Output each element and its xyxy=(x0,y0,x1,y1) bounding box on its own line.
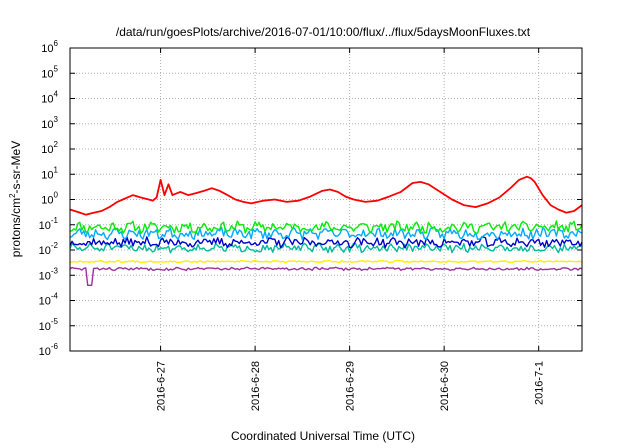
y-tick-base: 10 xyxy=(41,68,53,80)
y-tick-label: 103 xyxy=(41,115,58,131)
chart-title: /data/run/goesPlots/archive/2016-07-01/1… xyxy=(116,25,531,39)
grid-lines xyxy=(70,48,582,351)
y-tick-exponent: -5 xyxy=(51,317,59,326)
y-tick-base: 10 xyxy=(39,245,51,257)
y-axis-label-sup: 2 xyxy=(8,193,17,198)
y-tick-exponent: -6 xyxy=(51,342,59,351)
x-tick-label: 2016-7-1 xyxy=(534,361,546,405)
x-tick-label: 2016-6-28 xyxy=(250,361,262,411)
y-tick-label: 102 xyxy=(41,140,58,156)
y-tick-exponent: 0 xyxy=(54,191,59,200)
y-tick-exponent: 4 xyxy=(54,90,59,99)
y-tick-label: 101 xyxy=(41,165,58,181)
y-tick-exponent: 3 xyxy=(54,115,59,124)
y-tick-exponent: 2 xyxy=(54,140,59,149)
series-line-6 xyxy=(69,266,583,286)
y-tick-base: 10 xyxy=(39,220,51,232)
series-line-4 xyxy=(69,242,583,254)
y-axis-ticks: 10-610-510-410-310-210-11001011021031041… xyxy=(39,39,582,358)
series-line-3 xyxy=(69,236,583,249)
x-tick-label: 2016-6-29 xyxy=(345,361,357,411)
x-tick-label: 2016-6-30 xyxy=(439,361,451,411)
y-tick-label: 105 xyxy=(41,64,58,80)
y-tick-label: 100 xyxy=(41,191,58,207)
x-axis-ticks: 2016-6-27 2016-6-28 2016-6-29 2016-6-30 2016… xyxy=(156,48,546,411)
x-axis-label: Coordinated Universal Time (UTC) xyxy=(231,429,415,443)
series-line-1 xyxy=(69,220,583,234)
y-tick-exponent: 5 xyxy=(54,64,59,73)
y-tick-exponent: -1 xyxy=(51,216,59,225)
y-tick-base: 10 xyxy=(39,296,51,308)
y-tick-base: 10 xyxy=(41,43,53,55)
y-tick-base: 10 xyxy=(39,346,51,358)
series-line-2 xyxy=(69,226,583,241)
y-axis-label: protons/cm2-s-sr-MeV xyxy=(8,141,23,257)
y-tick-label: 10-5 xyxy=(39,317,59,333)
y-tick-exponent: 6 xyxy=(54,39,59,48)
y-tick-base: 10 xyxy=(41,119,53,131)
y-tick-label: 10-3 xyxy=(39,266,59,282)
y-tick-exponent: 1 xyxy=(54,165,59,174)
y-tick-base: 10 xyxy=(41,169,53,181)
y-tick-exponent: -2 xyxy=(51,241,59,250)
x-tick-label: 2016-6-27 xyxy=(156,361,168,411)
y-axis-label-suffix: -s-sr-MeV xyxy=(9,141,23,194)
y-tick-exponent: -3 xyxy=(51,266,59,275)
y-tick-base: 10 xyxy=(41,144,53,156)
y-tick-label: 104 xyxy=(41,90,58,106)
series-line-5 xyxy=(69,259,583,264)
series-layer xyxy=(69,175,583,286)
y-tick-base: 10 xyxy=(39,270,51,282)
y-tick-base: 10 xyxy=(41,94,53,106)
y-axis-label-prefix: protons/cm xyxy=(9,198,23,257)
y-tick-label: 106 xyxy=(41,39,58,55)
y-tick-base: 10 xyxy=(39,321,51,333)
y-tick-label: 10-6 xyxy=(39,342,59,358)
y-tick-base: 10 xyxy=(41,195,53,207)
y-tick-label: 10-4 xyxy=(39,292,59,308)
y-tick-exponent: -4 xyxy=(51,292,59,301)
y-tick-label: 10-1 xyxy=(39,216,59,232)
series-line-0 xyxy=(69,175,583,216)
y-tick-label: 10-2 xyxy=(39,241,59,257)
